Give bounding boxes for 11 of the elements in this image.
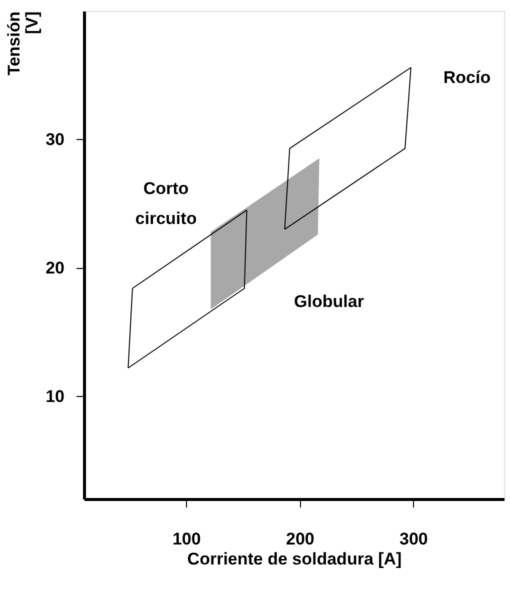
x-tick-label: 200 (286, 530, 314, 548)
x-tick-label: 300 (400, 530, 428, 548)
annotation: Globular (294, 292, 364, 311)
x-tick-label: 100 (172, 530, 201, 548)
y-tick-label: 10 (46, 386, 64, 406)
annotation: Rocío (443, 68, 491, 87)
y-axis-title: Tensión [V] (4, 12, 42, 76)
annotation: Corto circuito (135, 179, 197, 228)
y-tick-label: 20 (46, 258, 64, 278)
x-axis-title: Corriente de soldadura [A] (187, 550, 402, 568)
y-tick-label: 30 (46, 130, 64, 149)
